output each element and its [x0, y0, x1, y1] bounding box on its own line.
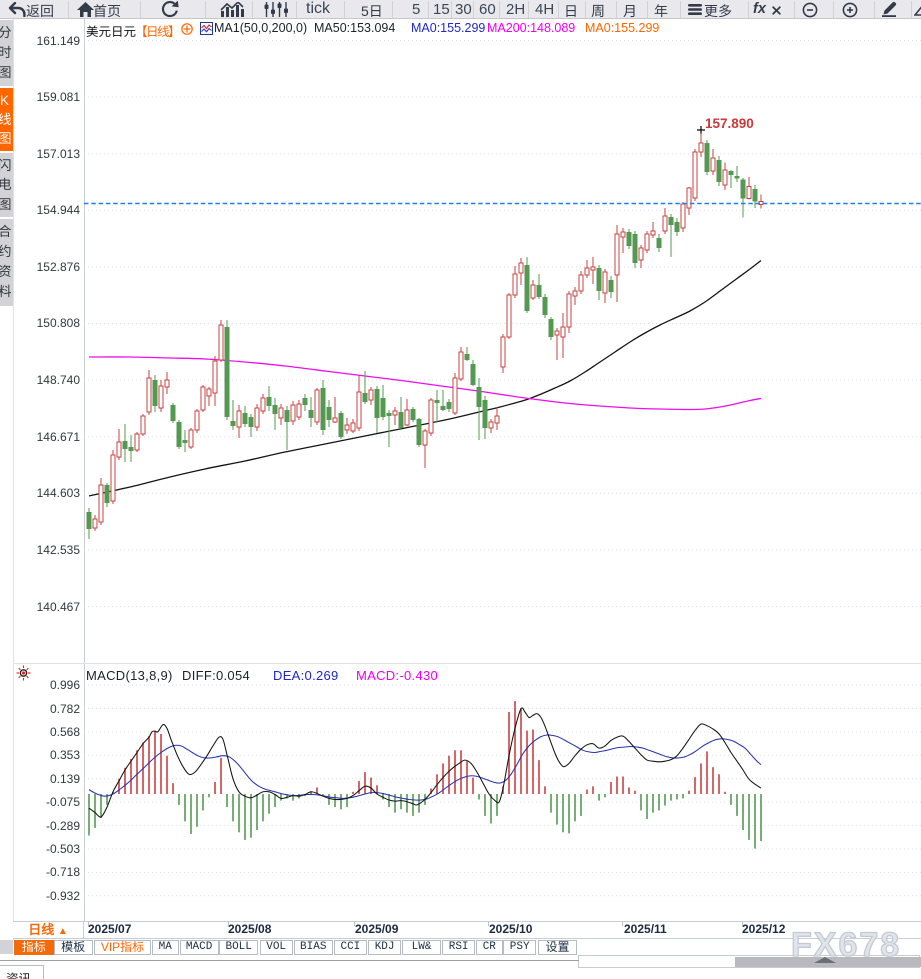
- svg-text:157.890: 157.890: [705, 116, 754, 131]
